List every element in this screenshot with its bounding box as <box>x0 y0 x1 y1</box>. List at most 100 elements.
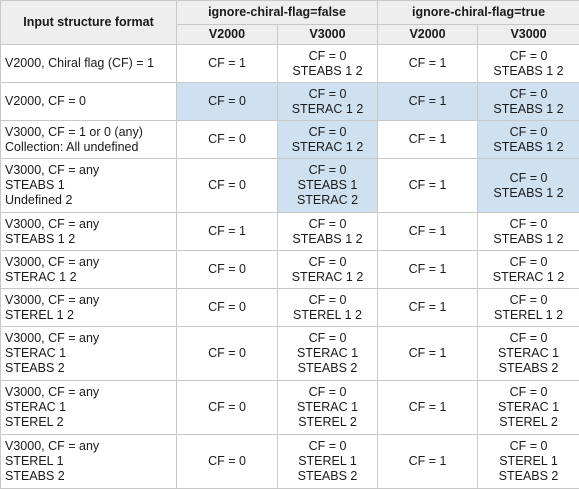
format-line: V3000, CF = any <box>5 331 172 346</box>
result-line: CF = 0 <box>482 293 575 308</box>
result-cell: CF = 1 <box>378 381 478 435</box>
format-line: V2000, Chiral flag (CF) = 1 <box>5 56 172 71</box>
result-line: CF = 0 <box>482 125 575 140</box>
result-line: STEABS 2 <box>282 361 373 376</box>
format-line: STERAC 1 <box>5 346 172 361</box>
col-header-v3000: V3000 <box>278 25 378 45</box>
result-cell: CF = 1 <box>378 289 478 327</box>
result-line: STEREL 1 2 <box>482 308 575 323</box>
format-line: STEABS 2 <box>5 361 172 376</box>
result-line: CF = 0 <box>181 400 273 415</box>
result-line: CF = 0 <box>282 293 373 308</box>
format-line: V3000, CF = any <box>5 217 172 232</box>
result-line: CF = 1 <box>382 400 473 415</box>
result-cell: CF = 1 <box>378 45 478 83</box>
result-line: STEABS 2 <box>482 361 575 376</box>
result-line: CF = 1 <box>382 454 473 469</box>
result-line: STEREL 2 <box>482 415 575 430</box>
result-cell: CF = 1 <box>378 327 478 381</box>
result-line: STEREL 2 <box>282 415 373 430</box>
group-header-ignore-true: ignore-chiral-flag=true <box>378 1 579 25</box>
result-line: STERAC 1 2 <box>282 140 373 155</box>
result-line: CF = 0 <box>181 132 273 147</box>
result-line: CF = 1 <box>382 262 473 277</box>
input-format-header: Input structure format <box>1 1 177 45</box>
result-line: CF = 0 <box>482 171 575 186</box>
format-line: V3000, CF = any <box>5 385 172 400</box>
result-line: STERAC 1 2 <box>282 270 373 285</box>
col-header-v3000: V3000 <box>478 25 579 45</box>
result-line: STEABS 1 2 <box>282 64 373 79</box>
result-line: STEABS 1 2 <box>282 232 373 247</box>
result-cell: CF = 1 <box>378 251 478 289</box>
result-line: STEABS 2 <box>282 469 373 484</box>
result-line: CF = 1 <box>181 224 273 239</box>
result-cell: CF = 0 <box>177 159 278 213</box>
result-cell: CF = 0 <box>177 327 278 381</box>
result-line: CF = 0 <box>282 217 373 232</box>
format-line: STEREL 1 2 <box>5 308 172 323</box>
result-line: STEABS 1 2 <box>482 186 575 201</box>
group-header-row: Input structure format ignore-chiral-fla… <box>1 1 579 25</box>
result-line: STEABS 1 <box>282 178 373 193</box>
format-line: STERAC 1 <box>5 400 172 415</box>
input-format-cell: V3000, CF = 1 or 0 (any)Collection: All … <box>1 121 177 159</box>
result-line: CF = 1 <box>382 346 473 361</box>
result-line: CF = 0 <box>181 262 273 277</box>
result-line: STEREL 1 <box>482 454 575 469</box>
result-line: CF = 0 <box>482 385 575 400</box>
col-header-v2000: V2000 <box>177 25 278 45</box>
result-line: STEABS 1 2 <box>482 140 575 155</box>
format-line: STEREL 2 <box>5 415 172 430</box>
result-line: STERAC 1 <box>282 400 373 415</box>
result-line: CF = 1 <box>382 56 473 71</box>
format-line: V3000, CF = 1 or 0 (any) <box>5 125 172 140</box>
result-line: STEABS 2 <box>482 469 575 484</box>
format-line: STEREL 1 <box>5 454 172 469</box>
result-cell: CF = 1 <box>177 213 278 251</box>
result-line: CF = 0 <box>282 385 373 400</box>
result-line: STERAC 1 <box>482 400 575 415</box>
result-cell: CF = 0 <box>177 435 278 489</box>
result-line: CF = 0 <box>482 331 575 346</box>
result-line: CF = 0 <box>282 439 373 454</box>
result-line: STERAC 1 2 <box>282 102 373 117</box>
format-line: STEABS 2 <box>5 469 172 484</box>
table-row: V2000, Chiral flag (CF) = 1 CF = 1 CF = 0 S… <box>1 45 579 83</box>
result-line: CF = 0 <box>282 331 373 346</box>
result-line: CF = 0 <box>181 346 273 361</box>
result-cell: CF = 1 <box>378 213 478 251</box>
result-cell: CF = 0 <box>177 121 278 159</box>
format-line: Collection: All undefined <box>5 140 172 155</box>
result-line: CF = 0 <box>282 163 373 178</box>
result-line: CF = 0 <box>482 49 575 64</box>
result-cell: CF = 0 <box>177 251 278 289</box>
format-line: Undefined 2 <box>5 193 172 208</box>
